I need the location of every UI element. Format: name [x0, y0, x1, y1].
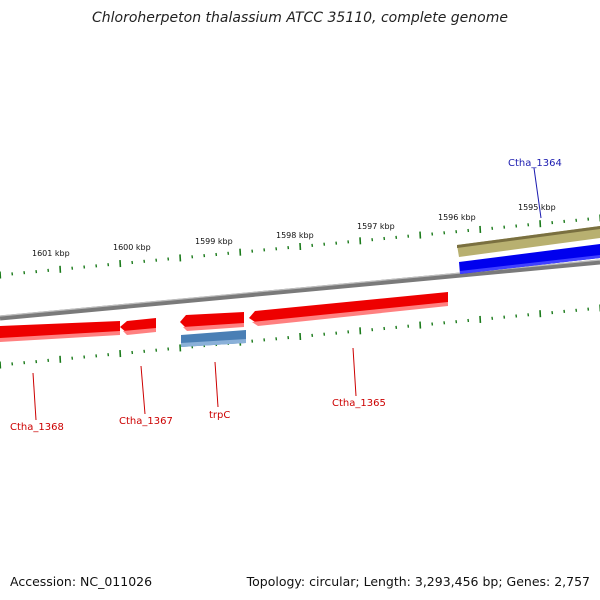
tick-label-1600: 1600 kbp: [113, 243, 151, 252]
genome-backbone: [0, 259, 600, 321]
gene-ctha-1364[interactable]: [459, 244, 600, 274]
tick-label-1601: 1601 kbp: [32, 249, 70, 258]
gene-ctha-1368[interactable]: [0, 321, 120, 340]
leader-trpc: [214, 361, 219, 408]
tick-label-1598: 1598 kbp: [276, 231, 314, 240]
gene-label-ctha-1364[interactable]: Ctha_1364: [508, 158, 562, 169]
gene-trpc-shade: [183, 323, 244, 331]
gene-label-ctha-1365[interactable]: Ctha_1365: [332, 398, 386, 409]
inner-scale-ticks: [0, 304, 600, 369]
leader-ctha-1367: [140, 365, 146, 415]
gene-label-trpc[interactable]: trpC: [209, 410, 230, 421]
gene-ctha-1364-shade: [460, 255, 600, 274]
genome-backbone-highlight: [0, 259, 600, 317]
gene-ctha-1365-shade: [252, 302, 448, 326]
gene-ctha-1367-shade: [123, 328, 156, 335]
misc-feature-olive-top: [457, 226, 600, 248]
tick-label-1597: 1597 kbp: [357, 222, 395, 231]
genome-summary-text: Topology: circular; Length: 3,293,456 bp…: [246, 574, 590, 589]
tick-label-1599: 1599 kbp: [195, 237, 233, 246]
leader-ctha-1368: [32, 372, 37, 421]
tick-label-1595: 1595 kbp: [518, 203, 556, 212]
leader-ctha-1365: [352, 347, 357, 397]
gene-label-ctha-1367[interactable]: Ctha_1367: [119, 416, 173, 427]
accession-text: Accession: NC_011026: [10, 574, 153, 589]
gene-ctha-1368-shade: [0, 331, 120, 342]
tick-label-1596: 1596 kbp: [438, 213, 476, 222]
gene-label-ctha-1368[interactable]: Ctha_1368: [10, 422, 64, 433]
gene-ctha-1365[interactable]: [249, 292, 448, 324]
outer-scale-ticks: [0, 214, 600, 279]
rna-feature-blue-shade: [181, 339, 246, 347]
leader-ctha-1364: [533, 167, 542, 219]
genome-title: Chloroherpeton thalassium ATCC 35110, co…: [92, 10, 508, 26]
